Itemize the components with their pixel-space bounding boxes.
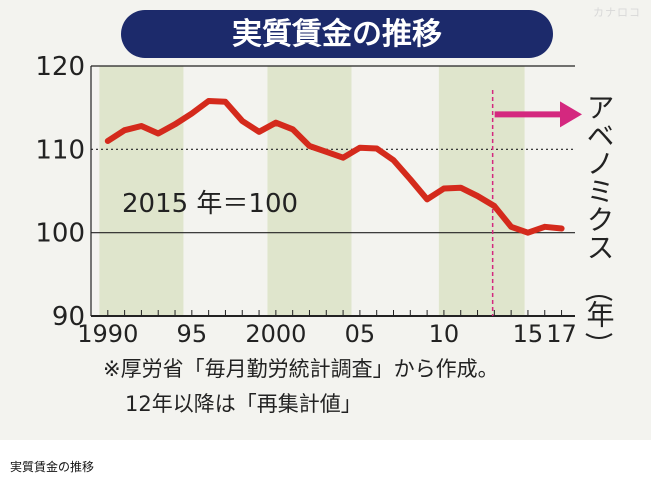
shaded-periods: [99, 66, 525, 316]
data-point-1991: [122, 128, 127, 133]
image-caption: 実質賃金の推移: [10, 460, 95, 474]
data-point-2012: [475, 194, 480, 198]
y-tick-label-100: 100: [35, 219, 85, 249]
data-point-2010: [441, 186, 446, 191]
shaded-period-1: [267, 66, 352, 316]
x-tick-label-05: 05: [345, 320, 376, 348]
data-point-1990: [105, 139, 110, 143]
y-tick-label-120: 120: [35, 52, 85, 82]
data-point-2004: [341, 155, 346, 160]
chart-title: 実質賃金の推移: [232, 17, 442, 52]
base-note: 2015 年＝100: [122, 189, 298, 219]
unit-paren-bottom: [585, 333, 613, 339]
watermark-text: カナロコ: [593, 6, 641, 19]
x-tick-label-2000: 2000: [245, 320, 306, 348]
chart-figure: 実質賃金の推移 90 100 110 120 1990 95 2000 05 10 15 17 ア…: [0, 0, 651, 440]
source-note-2: 12年以降は「再集計値」: [125, 392, 362, 416]
shaded-period-0: [99, 66, 184, 316]
data-point-2001: [290, 127, 295, 132]
data-point-2013: [492, 204, 497, 208]
data-point-2005: [357, 145, 362, 150]
x-tick-label-95: 95: [177, 320, 208, 348]
series-points: [105, 99, 564, 235]
data-point-1996: [206, 99, 211, 103]
x-tick-label-1990: 1990: [77, 320, 138, 348]
data-point-2017: [559, 226, 564, 231]
x-axis-unit: 年: [583, 300, 616, 328]
x-tick-label-15: 15: [513, 320, 544, 348]
abenomics-arrow: [494, 101, 582, 128]
data-point-1993: [156, 131, 161, 136]
data-point-2014: [509, 224, 514, 229]
series-line-real-wage: [104, 98, 565, 236]
data-point-1995: [189, 111, 194, 116]
data-point-2011: [458, 185, 463, 190]
data-point-2002: [307, 144, 312, 148]
data-point-2006: [374, 146, 379, 151]
data-point-2015: [525, 230, 530, 235]
data-point-2007: [391, 158, 396, 163]
y-tick-labels: 90 100 110 120: [35, 52, 85, 332]
chart-svg: 実質賃金の推移 90 100 110 120 1990 95 2000 05 10 15 17 ア…: [35, 10, 616, 416]
data-point-2003: [324, 149, 329, 154]
y-tick-label-90: 90: [52, 302, 85, 332]
data-point-2000: [273, 120, 278, 125]
data-point-2009: [425, 197, 430, 202]
data-point-1999: [257, 129, 262, 134]
x-tick-labels: 1990 95 2000 05 10 15 17: [77, 310, 577, 348]
data-point-1992: [139, 124, 144, 128]
abenomics-label: アベノミクス: [583, 93, 616, 261]
data-point-1998: [240, 119, 245, 123]
data-point-2016: [542, 224, 547, 229]
x-tick-label-17: 17: [546, 320, 577, 348]
data-point-1997: [223, 99, 228, 104]
x-tick-label-10: 10: [429, 320, 460, 348]
unit-paren-top: [585, 295, 613, 301]
source-note-1: ※厚労省「毎月勤労統計調査」から作成。: [103, 357, 499, 381]
y-tick-label-110: 110: [35, 135, 85, 165]
data-point-2008: [408, 177, 413, 182]
title-pill: [121, 10, 553, 58]
data-point-1994: [173, 122, 178, 127]
